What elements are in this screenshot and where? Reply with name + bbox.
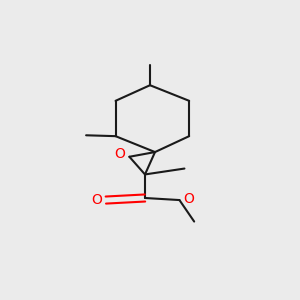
Text: O: O	[92, 193, 102, 207]
Text: O: O	[115, 147, 125, 161]
Text: O: O	[183, 192, 194, 206]
